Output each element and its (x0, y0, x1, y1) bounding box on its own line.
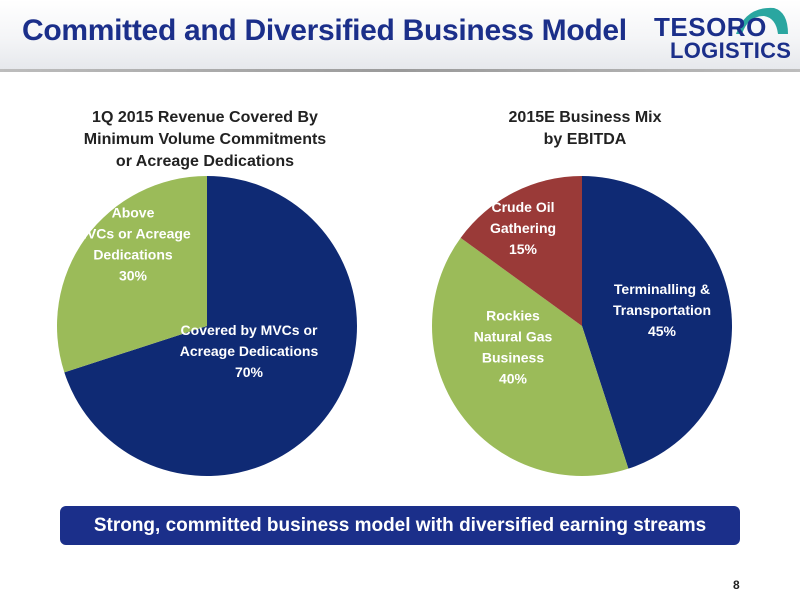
chart1-slice-0 (64, 176, 357, 476)
tesoro-logistics-logo: TESORO LOGISTICS (650, 4, 792, 68)
chart2-slice-label-2: Crude Oil Gathering 15% (490, 199, 556, 257)
header-band (0, 0, 800, 70)
chart2-slice-1 (432, 237, 629, 476)
chart1-title: 1Q 2015 Revenue Covered By Minimum Volum… (83, 109, 327, 170)
chart2-slice-2 (460, 176, 582, 326)
chart2-title: 2015E Business Mix by EBITDA (508, 109, 662, 148)
logo-wordmark-top: TESORO (654, 12, 767, 42)
logo-wordmark-bottom: LOGISTICS (670, 38, 792, 63)
summary-banner: Strong, committed business model with di… (60, 506, 740, 545)
page-title: Committed and Diversified Business Model (22, 14, 627, 47)
chart1-slice-label-0: Covered by MVCs or Acreage Dedications 70% (180, 322, 319, 380)
page-number: 8 (733, 578, 740, 592)
chart2-slice-label-0: Terminalling & Transportation 45% (613, 281, 711, 339)
chart1-slice-label-1: Above MVCs or Acreage Dedications 30% (75, 205, 191, 284)
logo-swoosh-icon (736, 7, 788, 34)
chart1-slice-1 (56, 176, 208, 373)
chart2-slice-label-1: Rockies Natural Gas Business 40% (474, 308, 553, 387)
header-divider (0, 69, 800, 72)
chart2-slice-0 (582, 176, 733, 469)
